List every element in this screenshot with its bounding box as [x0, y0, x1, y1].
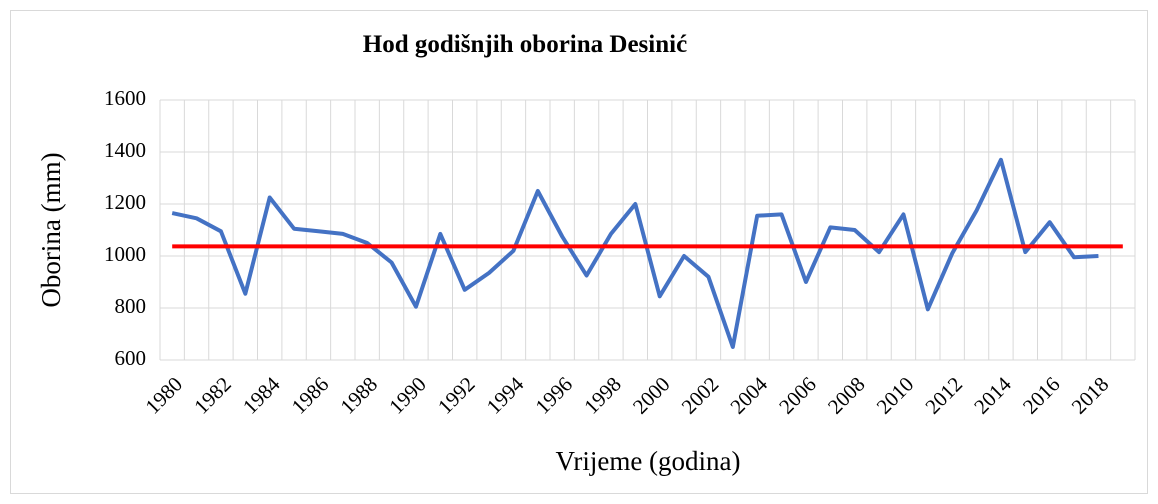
- y-tick-label: 600: [115, 346, 147, 370]
- y-tick-label: 800: [115, 294, 147, 318]
- y-tick-label: 1000: [104, 242, 146, 266]
- y-axis-label: Oborina (mm): [36, 152, 66, 307]
- grid: [159, 99, 1136, 361]
- y-tick-label: 1400: [104, 138, 146, 162]
- x-axis-label: Vrijeme (godina): [555, 446, 740, 476]
- series-line: [171, 157, 1099, 349]
- chart-border: [10, 10, 1148, 494]
- y-tick-label: 1600: [104, 86, 146, 110]
- y-tick-label: 1200: [104, 190, 146, 214]
- plot: [171, 157, 1123, 349]
- chart-title: Hod godišnjih oborina Desinić: [363, 31, 687, 58]
